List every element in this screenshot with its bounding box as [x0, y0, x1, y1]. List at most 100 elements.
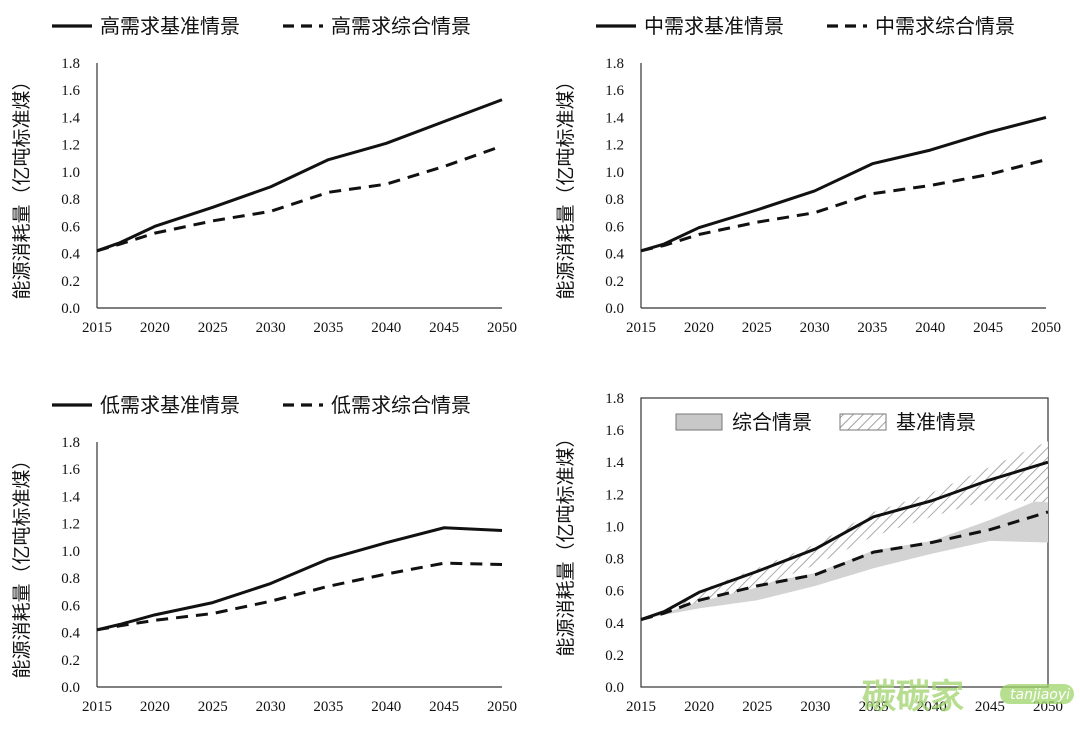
x-tick-label: 2040: [371, 320, 401, 336]
x-tick-label: 2030: [256, 320, 286, 336]
legend-label: 低需求综合情景: [331, 393, 471, 417]
chart-panel-2: 0.0 0.2 0.4 0.6 0.8 1.0 1.2 1.4 1.6 1.8 2015 2020 20…: [555, 14, 1061, 336]
y-tick-label: 1.2: [605, 138, 624, 154]
y-tick-label: 0.4: [61, 247, 80, 263]
y-tick-label: 0.0: [605, 680, 624, 696]
y-tick-label: 1.6: [605, 423, 624, 439]
series-line-integrated: [96, 561, 503, 632]
x-tick-label: 2050: [1031, 320, 1061, 336]
y-tick-label: 1.6: [61, 462, 80, 478]
y-tick-label: 0.6: [605, 584, 624, 600]
series-line-integrated: [640, 158, 1047, 253]
x-tick-label: 2050: [487, 699, 517, 715]
x-tick-label: 2020: [684, 699, 714, 715]
y-tick-label: 0.2: [61, 274, 80, 290]
legend-label: 高需求综合情景: [331, 14, 471, 38]
y-tick-label: 0.4: [605, 616, 624, 632]
y-axis-label: 能源消耗量（亿吨标准煤）: [555, 428, 577, 656]
legend-swatch: [839, 413, 887, 431]
x-tick-label: 2030: [256, 699, 286, 715]
y-tick-label: 0.4: [605, 247, 624, 263]
x-tick-label: 2015: [626, 320, 656, 336]
series-line-baseline: [96, 98, 503, 253]
y-tick-label: 0.8: [605, 552, 624, 568]
x-tick-label: 2035: [313, 699, 343, 715]
x-tick-label: 2050: [487, 320, 517, 336]
x-tick-label: 2040: [915, 320, 945, 336]
x-tick-label: 2025: [198, 320, 228, 336]
x-tick-label: 2025: [742, 320, 772, 336]
legend-swatch: [675, 413, 723, 431]
legend-label: 综合情景: [732, 410, 812, 434]
y-tick-label: 0.8: [61, 192, 80, 208]
y-tick-label: 0.2: [61, 653, 80, 669]
y-tick-label: 1.0: [605, 165, 624, 181]
x-tick-label: 2035: [857, 320, 887, 336]
y-tick-label: 0.0: [61, 301, 80, 317]
y-tick-label: 1.4: [605, 110, 624, 126]
x-tick-label: 2035: [859, 699, 889, 715]
y-tick-label: 1.0: [61, 544, 80, 560]
watermark-badge: [1000, 684, 1074, 704]
legend-label: 中需求综合情景: [875, 14, 1015, 38]
x-tick-label: 2045: [429, 699, 459, 715]
x-tick-label: 2020: [140, 699, 170, 715]
y-tick-label: 0.0: [61, 680, 80, 696]
watermark: 碳碳家 tanjiaoyi: [862, 677, 1074, 717]
x-tick-label: 2015: [626, 699, 656, 715]
x-tick-label: 2015: [82, 699, 112, 715]
series-line-baseline: [96, 526, 503, 632]
x-tick-label: 2030: [800, 699, 830, 715]
y-tick-label: 1.0: [605, 519, 624, 535]
y-tick-label: 1.6: [605, 83, 624, 99]
y-tick-label: 1.0: [61, 165, 80, 181]
series-line-baseline: [640, 460, 1049, 621]
y-tick-label: 1.8: [605, 56, 624, 72]
y-tick-label: 1.4: [61, 489, 80, 505]
y-tick-label: 1.2: [61, 138, 80, 154]
y-tick-label: 0.8: [61, 571, 80, 587]
legend-label: 低需求基准情景: [100, 393, 240, 417]
chart-panel-4: 0.0 0.2 0.4 0.6 0.8 1.0 1.2 1.4 1.6 1.8 2015 2020 20…: [555, 391, 1063, 715]
y-tick-label: 1.4: [605, 455, 624, 471]
y-tick-label: 0.6: [605, 219, 624, 235]
y-tick-label: 1.2: [605, 487, 624, 503]
x-tick-label: 2040: [371, 699, 401, 715]
legend-label: 高需求基准情景: [100, 14, 240, 38]
x-tick-label: 2015: [82, 320, 112, 336]
y-axis-label: 能源消耗量（亿吨标准煤）: [11, 71, 33, 299]
y-tick-label: 1.2: [61, 517, 80, 533]
y-tick-label: 1.4: [61, 110, 80, 126]
x-tick-label: 2040: [917, 699, 947, 715]
chart-panel-3: 0.0 0.2 0.4 0.6 0.8 1.0 1.2 1.4 1.6 1.8 2015 2020 20…: [11, 393, 517, 715]
x-tick-label: 2020: [684, 320, 714, 336]
y-tick-label: 0.4: [61, 626, 80, 642]
y-tick-label: 0.2: [605, 648, 624, 664]
series-line-integrated: [96, 144, 503, 253]
x-tick-label: 2025: [742, 699, 772, 715]
series-line-baseline: [640, 115, 1047, 253]
x-tick-label: 2035: [313, 320, 343, 336]
x-tick-label: 2045: [973, 320, 1003, 336]
y-tick-label: 0.6: [61, 598, 80, 614]
legend-label: 中需求基准情景: [644, 14, 784, 38]
x-tick-label: 2045: [975, 699, 1005, 715]
y-tick-label: 1.8: [61, 435, 80, 451]
y-axis-label: 能源消耗量（亿吨标准煤）: [11, 450, 33, 678]
y-tick-label: 1.6: [61, 83, 80, 99]
watermark-subtext: tanjiaoyi: [1010, 687, 1070, 703]
legend-label: 基准情景: [896, 410, 976, 434]
band-baseline: [641, 441, 1048, 620]
y-tick-label: 1.8: [61, 56, 80, 72]
x-tick-label: 2045: [429, 320, 459, 336]
x-tick-label: 2025: [198, 699, 228, 715]
chart-panel-1: 0.0 0.2 0.4 0.6 0.8 1.0 1.2 1.4 1.6 1.8 2015 2020 20…: [11, 14, 517, 336]
y-tick-label: 1.8: [605, 391, 624, 407]
y-axis-label: 能源消耗量（亿吨标准煤）: [555, 71, 577, 299]
y-tick-label: 0.2: [605, 274, 624, 290]
x-tick-label: 2020: [140, 320, 170, 336]
y-tick-label: 0.8: [605, 192, 624, 208]
series-line-integrated: [640, 510, 1049, 622]
y-tick-label: 0.0: [605, 301, 624, 317]
